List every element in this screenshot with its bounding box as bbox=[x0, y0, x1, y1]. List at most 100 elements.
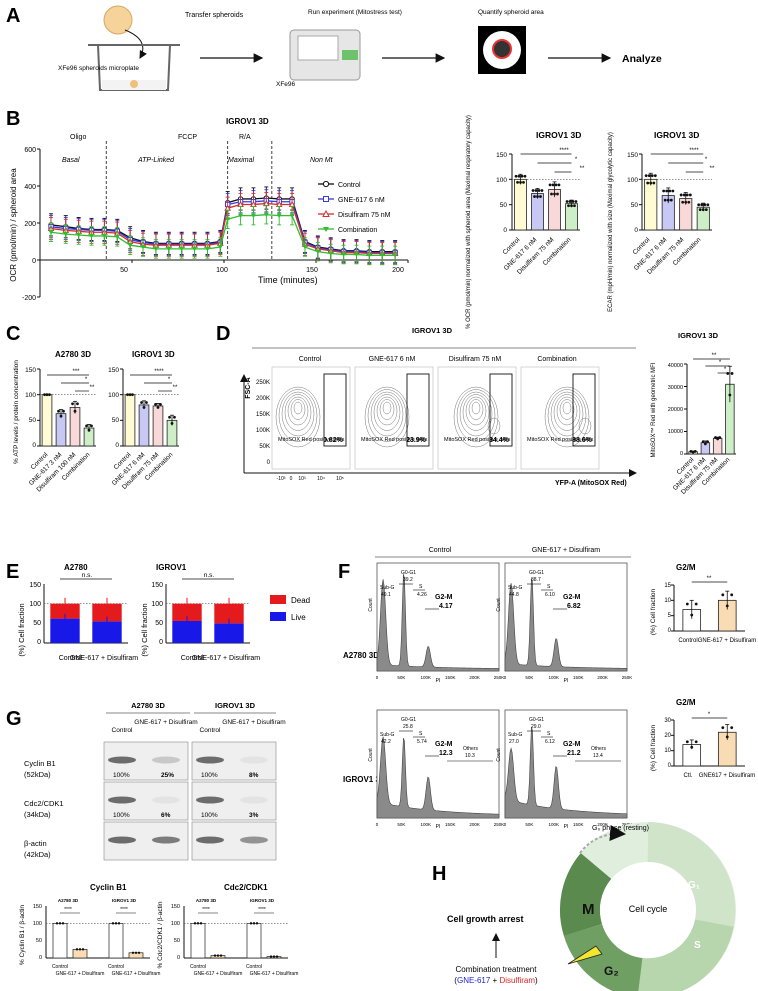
d-contour bbox=[382, 401, 392, 415]
g-q-bar bbox=[246, 922, 262, 959]
b-phase-maximal: Maximal bbox=[228, 157, 255, 164]
bar bbox=[55, 413, 67, 447]
g-row-name: Cyclin B1 bbox=[24, 759, 56, 768]
f-hist-area bbox=[376, 574, 500, 672]
d-gate-label: MitoSOX Red positive cells bbox=[527, 437, 594, 443]
f-gate-label: G0-G1 bbox=[529, 717, 544, 723]
bar-dot bbox=[685, 602, 689, 606]
f-gate-label: S bbox=[419, 584, 423, 590]
b-point bbox=[89, 233, 95, 239]
transfer-label: Transfer spheroids bbox=[185, 12, 244, 19]
g-band-treated bbox=[240, 796, 268, 804]
bar-dot bbox=[725, 604, 729, 608]
g-pct: 100% bbox=[201, 772, 218, 779]
d-bar-sig: * bbox=[724, 367, 727, 373]
bar-dot bbox=[689, 449, 693, 453]
g2m-a2780-bar-chart bbox=[671, 581, 745, 632]
d-contour bbox=[293, 401, 303, 415]
b-point bbox=[192, 246, 198, 252]
d-bar-title: IGROV1 3D bbox=[678, 331, 719, 340]
f-xtick: 150K bbox=[445, 822, 456, 827]
d-contour bbox=[379, 399, 395, 420]
g-q-cat: Control bbox=[246, 964, 262, 970]
e-ytick: 150 bbox=[29, 582, 41, 589]
f-gate-label: S bbox=[547, 584, 551, 590]
e-live-bar bbox=[172, 620, 202, 643]
flow-cytometry-plots bbox=[271, 366, 600, 470]
b-injection-fccp: FCCP bbox=[178, 134, 197, 141]
bar-dot bbox=[701, 208, 705, 212]
bar-dot bbox=[520, 174, 524, 178]
bar-dot bbox=[519, 180, 522, 184]
d-cond: Control bbox=[299, 356, 322, 363]
f-b2-ylabel: (%) Cell fraction bbox=[650, 724, 657, 771]
d-contour bbox=[287, 396, 309, 426]
d-percent: 23.9% bbox=[406, 437, 427, 444]
ocr-line-chart bbox=[37, 141, 409, 298]
f-gate-label: 29.0 bbox=[531, 724, 541, 730]
g-band-treated bbox=[152, 796, 180, 804]
d-gate-label: MitoSOX Red positive cells bbox=[444, 437, 511, 443]
bar-dot bbox=[649, 181, 653, 185]
c2-sig: ** bbox=[173, 385, 178, 391]
b-bar1-sig: **** bbox=[559, 148, 569, 154]
western-blots bbox=[103, 741, 277, 861]
b-ytick: 600 bbox=[24, 147, 36, 154]
d-contour bbox=[370, 391, 404, 437]
f-xtick: 0 bbox=[504, 822, 507, 827]
d-cond: Disulfiram 75 nM bbox=[449, 356, 502, 363]
d-bar-ytick: 0 bbox=[680, 451, 683, 457]
g-row-kda: (42kDa) bbox=[24, 850, 51, 859]
c-ytick-2: 100 bbox=[108, 392, 119, 399]
bar-dot bbox=[170, 422, 174, 425]
b-xtick: 150 bbox=[306, 267, 318, 274]
f-gate-label: G2-M bbox=[435, 594, 453, 601]
f-xtick: 250K bbox=[622, 822, 633, 827]
bar-dot bbox=[548, 183, 552, 187]
cell-cycle-histograms: 0 50K 100K 150K 200K 250KG0-G139.2Sub-G49.1S4… bbox=[376, 562, 633, 827]
f-gate-label: 38.7 bbox=[531, 577, 541, 583]
bar-dot bbox=[693, 449, 697, 453]
panel-letter-c: C bbox=[6, 323, 20, 345]
c2-sig: **** bbox=[154, 369, 164, 375]
d-gate-label: MitoSOX Red positive cells bbox=[278, 437, 345, 443]
b-point bbox=[225, 217, 231, 222]
bar-dot bbox=[685, 740, 689, 744]
d-percent: 88.6% bbox=[572, 437, 593, 444]
d-gate bbox=[323, 373, 347, 447]
f-gate-label: Sub-G bbox=[380, 585, 395, 591]
b-point bbox=[114, 234, 120, 240]
b-bar1-ylabel: % OCR (pmol/min) normalized with spheroi… bbox=[466, 115, 472, 329]
f-gate-label: 4.26 bbox=[417, 592, 427, 598]
bar-dot bbox=[730, 372, 734, 375]
g-q-dot bbox=[213, 954, 217, 957]
bar-dot bbox=[685, 193, 689, 197]
g-q-cat: Control bbox=[52, 964, 68, 970]
f-xtick: 50K bbox=[525, 822, 533, 827]
d-ytick: 200K bbox=[256, 396, 270, 402]
bar-dot bbox=[154, 403, 157, 406]
f-b2-cat: Ctl. bbox=[684, 773, 693, 779]
e-ylabel-2: (%) Cell fraction bbox=[140, 603, 149, 656]
d-bar-ytick: 20000 bbox=[668, 407, 683, 413]
e-ytick-2: 100 bbox=[151, 601, 163, 608]
d-xtick: 10⁵ bbox=[336, 476, 344, 482]
bar-dot bbox=[700, 203, 704, 207]
bar-dot bbox=[703, 442, 707, 446]
b-point bbox=[392, 253, 398, 258]
f-hist-frame bbox=[376, 709, 500, 819]
bar-dot bbox=[533, 195, 536, 198]
e-dead-bar bbox=[92, 603, 122, 622]
bar-dot bbox=[679, 193, 683, 197]
m-phase-arc bbox=[559, 853, 612, 936]
f-xtick: 100K bbox=[549, 822, 560, 827]
c-ytick: 50 bbox=[29, 417, 37, 424]
f-b2-sig: * bbox=[708, 712, 711, 718]
f-gate-label: 6.10 bbox=[545, 592, 555, 598]
f-b1-ytick: 0 bbox=[668, 628, 672, 634]
f-col-1: Control bbox=[429, 547, 452, 554]
g-q-dot bbox=[269, 955, 273, 958]
g-q-dot bbox=[55, 922, 59, 925]
g-q-dot bbox=[81, 948, 85, 951]
d-xtick: 10⁴ bbox=[317, 476, 325, 482]
